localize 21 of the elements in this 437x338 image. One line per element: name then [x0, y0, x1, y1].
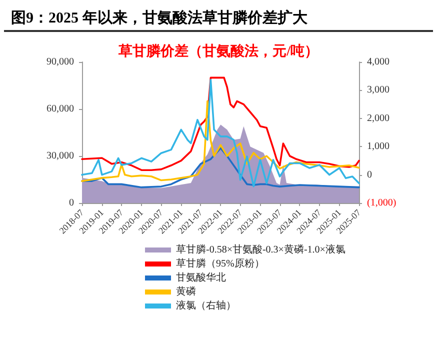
- legend-label: 草甘膦（95%原粉）: [176, 258, 264, 270]
- y-tick-label: 30,000: [46, 150, 74, 162]
- y2-tick-label: 3,000: [367, 84, 390, 96]
- y-tick-label: 90,000: [46, 56, 74, 68]
- y2-tick-label: 0: [367, 169, 372, 180]
- legend-label: 黄磷: [176, 286, 196, 298]
- y-tick-label: 60,000: [46, 104, 74, 114]
- y2-tick-label: 4,000: [367, 56, 390, 68]
- legend-label: 液氯（右轴）: [176, 300, 236, 312]
- line-series: [81, 100, 360, 182]
- legend-label: 甘氨酸华北: [176, 272, 226, 284]
- line-series: [81, 76, 360, 171]
- chart-title: 图9：2025 年以来，甘氨酸法草甘膦价差扩大: [11, 8, 308, 26]
- y2-tick-label: 1,000: [367, 141, 390, 152]
- line-series: [81, 78, 360, 188]
- line-series: [81, 147, 360, 188]
- chart-subtitle: 草甘膦价差（甘氨酸法，元/吨）: [118, 44, 318, 60]
- legend-label: 草甘膦-0.58×甘氨酸-0.3×黄磷-1.0×液氯: [176, 244, 346, 256]
- y2-tick-label: (1,000): [367, 198, 396, 208]
- y-tick-label: 0: [69, 198, 74, 208]
- y2-tick-label: 2,000: [367, 112, 390, 124]
